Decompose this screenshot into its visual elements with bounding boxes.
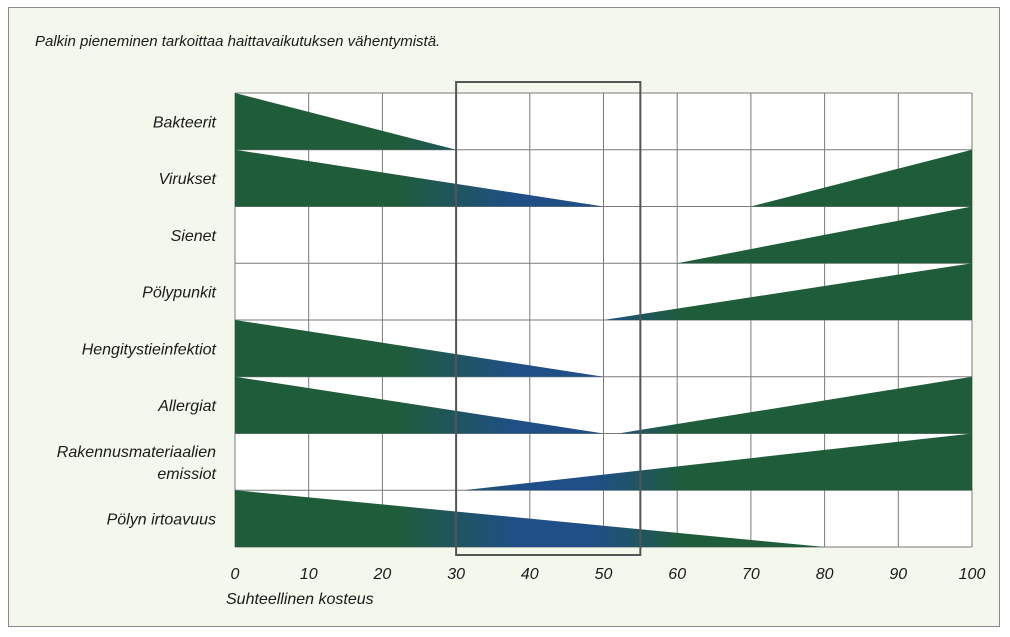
bar-1-segment-1: [750, 149, 972, 207]
x-tick-label: 40: [521, 566, 539, 583]
category-label: Virukset: [158, 171, 216, 188]
x-tick-label: 60: [668, 566, 686, 583]
x-tick-label: 80: [816, 566, 834, 583]
bar-6-segment-0: [463, 433, 972, 491]
optimal-humidity-zone: [455, 81, 642, 556]
category-label: Hengitystieinfektiot: [82, 341, 217, 358]
category-label: Rakennusmateriaalien: [57, 444, 216, 461]
x-tick-label: 50: [595, 566, 613, 583]
bar-7-segment-0: [235, 490, 825, 547]
bar-4-segment-0: [235, 320, 604, 377]
x-tick-label: 10: [300, 566, 318, 583]
bar-5-segment-0: [235, 376, 604, 434]
x-tick-label: 20: [373, 566, 392, 583]
x-tick-label: 0: [231, 566, 240, 583]
x-axis-label: Suhteellinen kosteus: [226, 591, 374, 608]
x-tick-label: 30: [447, 566, 465, 583]
bar-3-segment-0: [603, 263, 972, 320]
x-tick-label: 100: [959, 566, 986, 583]
category-label: Bakteerit: [153, 114, 217, 131]
category-label: Pölyn irtoavuus: [107, 512, 216, 529]
bar-1-segment-0: [235, 149, 604, 207]
category-label: Allergiat: [157, 398, 216, 415]
bar-0-segment-0: [235, 93, 457, 150]
bar-2-segment-0: [677, 206, 972, 264]
x-tick-label: 70: [742, 566, 760, 583]
chart-note: Palkin pieneminen tarkoittaa haittavaiku…: [35, 33, 441, 50]
bar-5-segment-1: [618, 376, 972, 434]
category-label: Sienet: [171, 228, 217, 245]
category-label: Pölypunkit: [142, 285, 216, 302]
category-label: emissiot: [157, 466, 216, 483]
x-tick-label: 90: [889, 566, 907, 583]
